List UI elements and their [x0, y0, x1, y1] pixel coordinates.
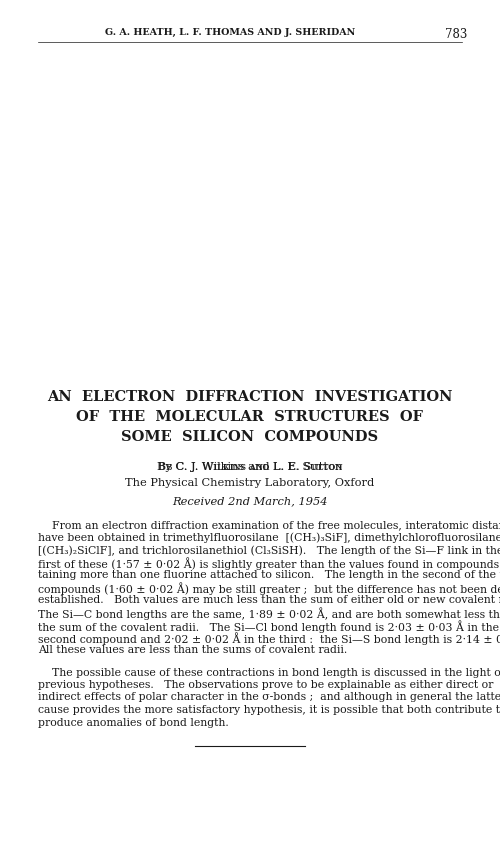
Text: produce anomalies of bond length.: produce anomalies of bond length. — [38, 717, 229, 727]
Text: SOME  SILICON  COMPOUNDS: SOME SILICON COMPOUNDS — [122, 430, 378, 444]
Text: From an electron diffraction examination of the free molecules, interatomic dist: From an electron diffraction examination… — [38, 520, 500, 530]
Text: The Si—C bond lengths are the same, 1·89 ± 0·02 Å, and are both somewhat less th: The Si—C bond lengths are the same, 1·89… — [38, 607, 500, 621]
Text: cause provides the more satisfactory hypothesis, it is possible that both contri: cause provides the more satisfactory hyp… — [38, 705, 500, 715]
Text: Bв C. J. Wɪʟᴋɪɴs ᴀɴᴅ L. E. Sᴜᴛᴛᴏɴ: Bв C. J. Wɪʟᴋɪɴs ᴀɴᴅ L. E. Sᴜᴛᴛᴏɴ — [158, 462, 342, 472]
Text: OF  THE  MOLECULAR  STRUCTURES  OF: OF THE MOLECULAR STRUCTURES OF — [76, 410, 424, 424]
Text: The possible cause of these contractions in bond length is discussed in the ligh: The possible cause of these contractions… — [38, 668, 500, 678]
Text: G. A. HEATH, L. F. THOMAS AND J. SHERIDAN: G. A. HEATH, L. F. THOMAS AND J. SHERIDA… — [105, 28, 355, 37]
Text: previous hypotheses.   The observations prove to be explainable as either direct: previous hypotheses. The observations pr… — [38, 680, 494, 690]
Text: By C. J. Wilkins and L. E. Sutton: By C. J. Wilkins and L. E. Sutton — [158, 462, 342, 472]
Text: indirect effects of polar character in the σ-bonds ;  and although in general th: indirect effects of polar character in t… — [38, 692, 500, 702]
Text: compounds (1·60 ± 0·02 Å) may be still greater ;  but the difference has not bee: compounds (1·60 ± 0·02 Å) may be still g… — [38, 583, 500, 595]
Text: first of these (1·57 ± 0·02 Å) is slightly greater than the values found in comp: first of these (1·57 ± 0·02 Å) is slight… — [38, 558, 500, 570]
Text: second compound and 2·02 ± 0·02 Å in the third :  the Si—S bond length is 2·14 ±: second compound and 2·02 ± 0·02 Å in the… — [38, 632, 500, 645]
Text: 783: 783 — [444, 28, 467, 41]
Text: taining more than one fluorine attached to silicon.   The length in the second o: taining more than one fluorine attached … — [38, 570, 500, 580]
Text: established.   Both values are much less than the sum of either old or new coval: established. Both values are much less t… — [38, 595, 500, 605]
Text: have been obtained in trimethylfluorosilane  [(CH₃)₃SiF], dimethylchlorofluorosi: have been obtained in trimethylfluorosil… — [38, 532, 500, 543]
Text: Received 2nd March, 1954: Received 2nd March, 1954 — [172, 496, 328, 506]
Text: [(CH₃)₂SiClF], and trichlorosilanethiol (Cl₃SiSH).   The length of the Si—F link: [(CH₃)₂SiClF], and trichlorosilanethiol … — [38, 545, 500, 556]
Text: the sum of the covalent radii.   The Si—Cl bond length found is 2·03 ± 0·03 Å in: the sum of the covalent radii. The Si—Cl… — [38, 620, 499, 632]
Text: AN  ELECTRON  DIFFRACTION  INVESTIGATION: AN ELECTRON DIFFRACTION INVESTIGATION — [47, 390, 453, 404]
Text: All these values are less than the sums of covalent radii.: All these values are less than the sums … — [38, 645, 347, 655]
Text: The Physical Chemistry Laboratory, Oxford: The Physical Chemistry Laboratory, Oxfor… — [126, 478, 374, 488]
